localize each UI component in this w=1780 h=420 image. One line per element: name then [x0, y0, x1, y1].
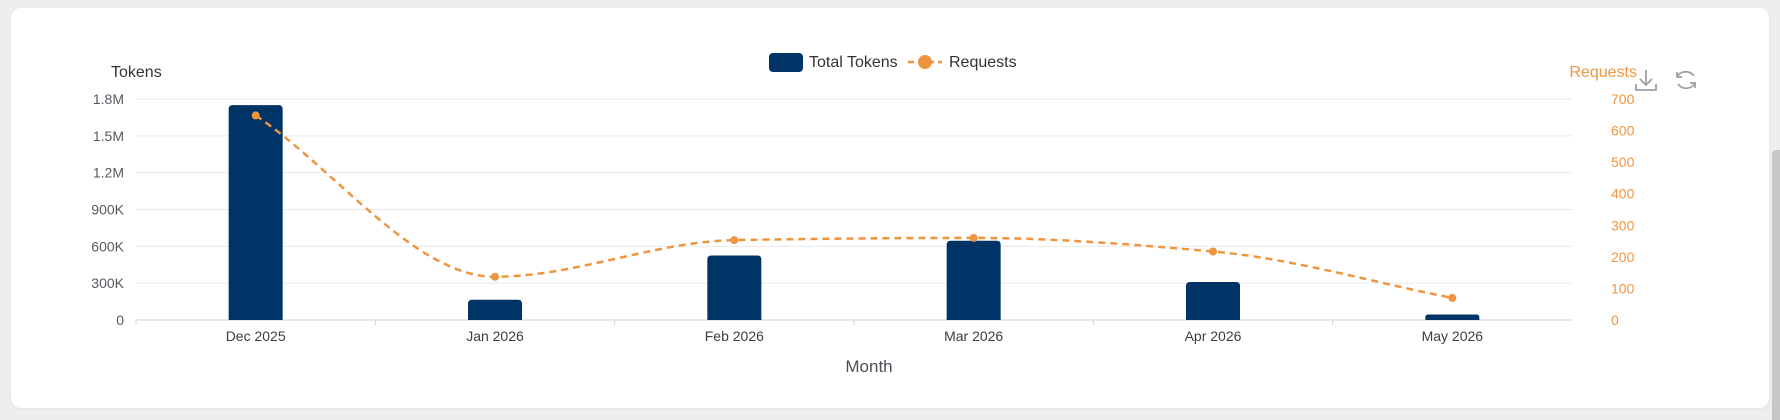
- right-tick-label: 0: [1611, 312, 1619, 328]
- x-tick-label: Jan 2026: [466, 328, 524, 344]
- bar[interactable]: [1186, 281, 1240, 320]
- left-axis-title: Tokens: [111, 64, 162, 81]
- legend-item-total-tokens[interactable]: Total Tokens: [769, 53, 898, 72]
- left-tick-label: 900K: [91, 202, 124, 218]
- page-scrollbar[interactable]: [1772, 150, 1780, 420]
- bar-series-total-tokens: [228, 105, 1480, 320]
- left-tick-label: 600K: [91, 238, 124, 254]
- x-tick-label: Mar 2026: [944, 328, 1003, 344]
- bar[interactable]: [228, 105, 283, 320]
- line-point[interactable]: [491, 272, 499, 281]
- right-axis-title: Requests: [1569, 64, 1637, 81]
- left-tick-label: 1.5M: [93, 128, 124, 144]
- legend-swatch-dot-requests: [918, 55, 932, 69]
- refresh-icon[interactable]: [1676, 70, 1696, 90]
- left-tick-label: 0: [116, 312, 124, 328]
- legend[interactable]: Total Tokens Requests: [769, 53, 1017, 72]
- line-point[interactable]: [1209, 247, 1217, 256]
- x-axis-ticks: Dec 2025 Jan 2026 Feb 2026 Mar 2026 Apr 2026…: [135, 320, 1484, 344]
- line-series-requests: [251, 111, 1457, 302]
- bar[interactable]: [1425, 314, 1480, 320]
- line-point[interactable]: [251, 111, 260, 120]
- line-point[interactable]: [730, 236, 739, 245]
- legend-swatch-total-tokens: [769, 53, 803, 72]
- x-tick-label: Dec 2025: [226, 328, 286, 344]
- chart-card: [11, 8, 1769, 408]
- left-axis-ticks: 0 300K 600K 900K 1.2M 1.5M 1.8M: [91, 91, 124, 328]
- bar[interactable]: [468, 299, 522, 320]
- right-tick-label: 500: [1611, 154, 1635, 170]
- right-tick-label: 400: [1611, 186, 1635, 202]
- left-tick-label: 300K: [91, 275, 124, 291]
- line-point[interactable]: [1448, 293, 1457, 302]
- right-tick-label: 700: [1611, 91, 1635, 107]
- bar[interactable]: [946, 240, 1001, 320]
- legend-item-requests[interactable]: Requests: [908, 54, 1017, 71]
- x-tick-label: Apr 2026: [1185, 328, 1242, 344]
- left-tick-label: 1.8M: [93, 91, 124, 107]
- line-point[interactable]: [969, 233, 978, 242]
- grid-lines: [136, 98, 1572, 321]
- x-tick-label: Feb 2026: [705, 328, 764, 344]
- right-tick-label: 200: [1611, 249, 1635, 265]
- right-tick-label: 300: [1611, 217, 1635, 233]
- download-icon[interactable]: [1635, 70, 1657, 91]
- right-tick-label: 100: [1611, 280, 1635, 296]
- x-axis-title: Month: [845, 357, 892, 376]
- legend-label-total-tokens: Total Tokens: [809, 54, 898, 71]
- requests-line: [254, 114, 1453, 300]
- left-tick-label: 1.2M: [93, 165, 124, 181]
- right-tick-label: 600: [1611, 123, 1635, 139]
- right-axis-ticks: 0 100 200 300 400 500 600 700: [1611, 91, 1635, 328]
- bar[interactable]: [707, 255, 762, 320]
- x-tick-label: May 2026: [1422, 328, 1484, 344]
- legend-label-requests: Requests: [949, 54, 1017, 71]
